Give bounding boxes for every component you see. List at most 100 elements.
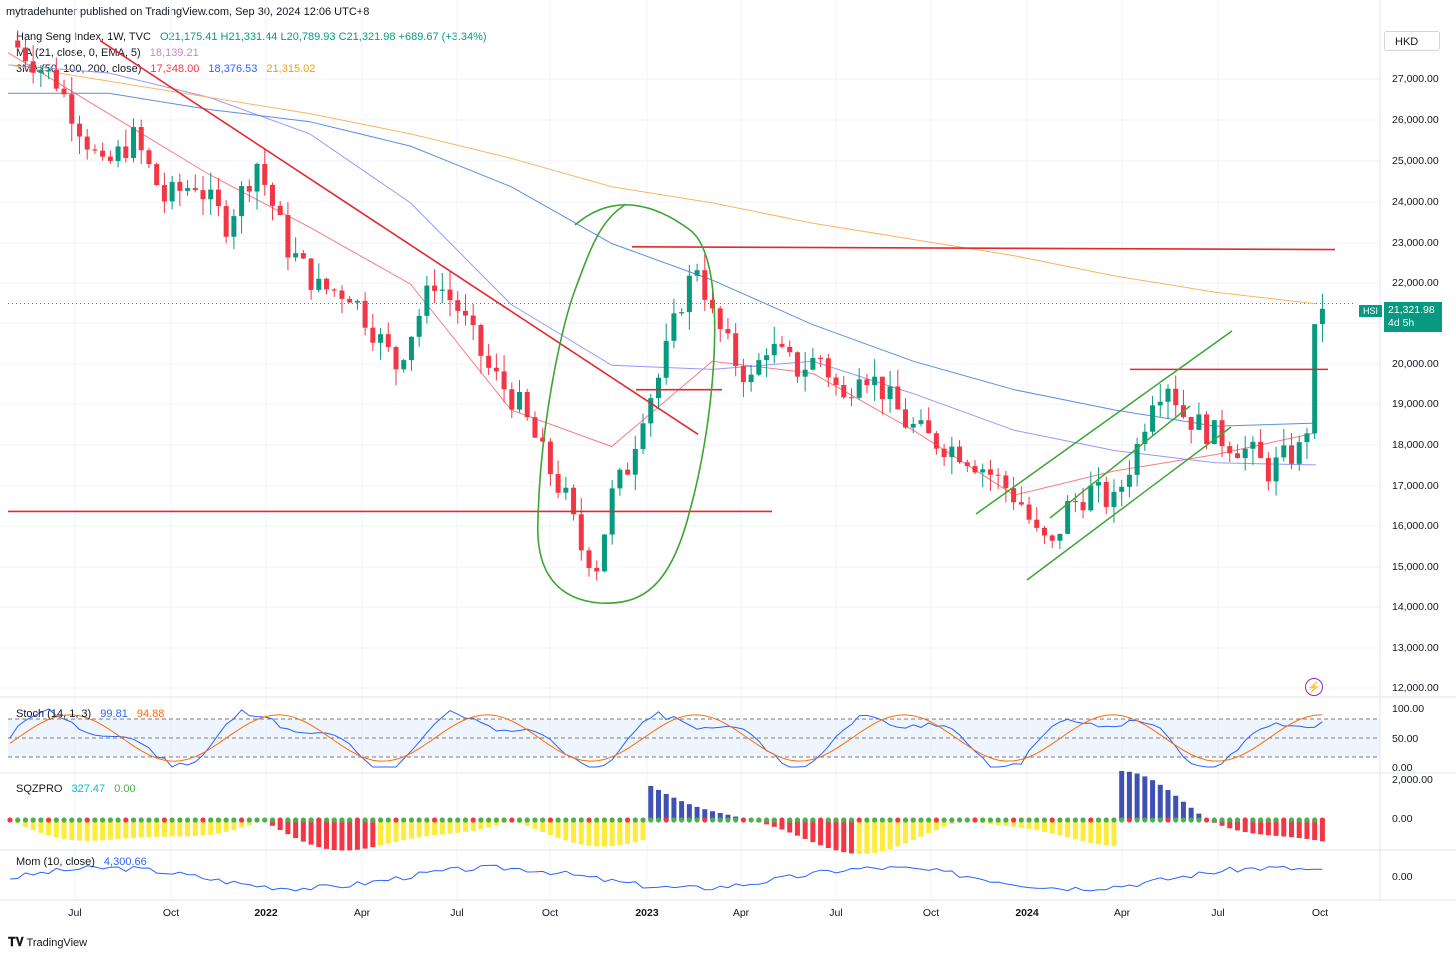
sqz-dot	[161, 817, 167, 823]
sqz-dot	[1049, 817, 1055, 823]
sqz-dot	[262, 817, 268, 823]
ema-legend[interactable]: MA (21, close, 0, EMA, 5) 18,139.21	[16, 47, 205, 59]
sqz-bar	[532, 820, 538, 829]
sqz-bar	[1119, 770, 1125, 820]
sqz-bar	[1072, 820, 1078, 840]
sqz-bar	[231, 820, 237, 831]
candle-body	[486, 355, 492, 368]
ma200-line	[7, 64, 1317, 305]
sqz-dot	[1265, 817, 1271, 823]
candle-body	[802, 369, 808, 377]
candle-body	[671, 313, 677, 341]
candle-body	[1142, 431, 1148, 444]
grid-lines	[0, 0, 1456, 901]
candle-body	[547, 441, 553, 475]
sqz-bar	[53, 820, 59, 838]
sqz-bar	[1049, 820, 1055, 834]
sqz-dot	[1312, 817, 1318, 823]
candle-body	[1126, 474, 1132, 487]
sqz-dot	[1026, 817, 1032, 823]
candle-body	[887, 386, 893, 400]
ma50-line	[7, 64, 1317, 466]
candle-body	[910, 423, 916, 428]
sqz-dot	[1234, 817, 1241, 823]
sqz-dot	[1095, 817, 1102, 823]
candle-body	[1273, 457, 1279, 482]
candle-body	[640, 423, 646, 449]
candle-body	[957, 446, 963, 463]
sqz-bar	[123, 820, 129, 839]
price-axis-label: 25,000.00	[1392, 155, 1439, 167]
symbol-legend[interactable]: Hang Seng Index, 1W, TVC O21,175.41 H21,…	[16, 31, 493, 43]
sqz-bar	[262, 820, 268, 822]
sqz-bar	[601, 820, 607, 847]
time-axis-label: Apr	[1113, 907, 1131, 919]
reversal-circle	[537, 204, 716, 604]
sqz-dot	[1296, 817, 1302, 823]
sqz-dot	[15, 817, 21, 823]
sqz-bar	[1142, 776, 1148, 820]
sqz-bar	[1126, 771, 1132, 820]
sqz-bar	[617, 820, 623, 846]
price-axis-label: 17,000.00	[1392, 480, 1439, 492]
price-axis-label: 18,000.00	[1392, 439, 1439, 451]
sqz-bar	[138, 820, 144, 838]
sqz-bar	[733, 816, 739, 820]
sqz-bar	[625, 820, 631, 844]
sqz-dot	[609, 817, 615, 823]
candle-body	[609, 488, 615, 535]
candle-body	[1041, 527, 1047, 536]
sqz-dot	[300, 817, 306, 823]
sqz-dot	[1219, 817, 1225, 823]
price-axis-label: 26,000.00	[1392, 114, 1439, 126]
sqz-dot	[347, 817, 353, 823]
sqz-bar	[1289, 820, 1295, 838]
sqz-dot	[895, 817, 901, 823]
time-axis-label: Jul	[68, 907, 82, 919]
sqz-bar	[1157, 784, 1163, 820]
time-axis-label: 2024	[1015, 907, 1039, 919]
sqz-legend[interactable]: SQZPRO 327.47 0.00	[16, 783, 142, 795]
sqz-dot	[215, 817, 222, 823]
last-price-label: 21,321.98 4d 5h	[1384, 302, 1442, 332]
candle-body	[625, 469, 631, 475]
candle-body	[725, 329, 731, 334]
candle-body	[408, 336, 414, 361]
mom-legend[interactable]: Mom (10, close) 4,300.66	[16, 856, 153, 868]
sqz-bar	[1096, 820, 1102, 845]
sqz-dot	[625, 817, 631, 823]
lightning-icon[interactable]: ⚡	[1305, 678, 1323, 696]
channel-inner	[1049, 405, 1191, 519]
sqz-dot	[123, 817, 129, 823]
candle-body	[146, 150, 152, 165]
sqz-dot	[709, 817, 716, 823]
sqz-bar	[154, 820, 160, 837]
sqz-dot	[22, 817, 29, 823]
sqz-bar	[185, 820, 191, 837]
sqz-dot	[501, 817, 507, 823]
3ma-legend[interactable]: 3MA (50, 100, 200, close) 17,348.00 18,3…	[16, 63, 321, 75]
sqz-dot	[980, 817, 986, 823]
candle-body	[285, 215, 291, 258]
sqz-dot	[61, 817, 67, 823]
sqz-bar	[393, 820, 399, 842]
sqz-dot	[53, 817, 59, 823]
candle-body	[686, 275, 692, 313]
stoch-legend[interactable]: Stoch (14, 1, 3) 99.81 94.88	[16, 708, 170, 720]
candle-body	[192, 188, 198, 191]
candle-body	[601, 534, 607, 572]
sqz-dot	[918, 817, 924, 823]
sqz-dot	[293, 817, 299, 823]
candle-body	[432, 285, 438, 291]
tradingview-logo[interactable]: 𝐓𝐕 TradingView	[8, 935, 88, 949]
currency-button[interactable]: HKD	[1384, 31, 1440, 51]
sqz-dot	[1072, 817, 1078, 823]
sqz-bar	[655, 789, 661, 820]
sqz-bar	[833, 820, 839, 851]
sqz-bar	[1219, 820, 1225, 826]
sqz-dot	[949, 817, 955, 823]
sqz-dot	[447, 817, 453, 823]
sqz-label: SQZPRO	[16, 783, 63, 795]
sqz-bar	[1080, 820, 1086, 842]
